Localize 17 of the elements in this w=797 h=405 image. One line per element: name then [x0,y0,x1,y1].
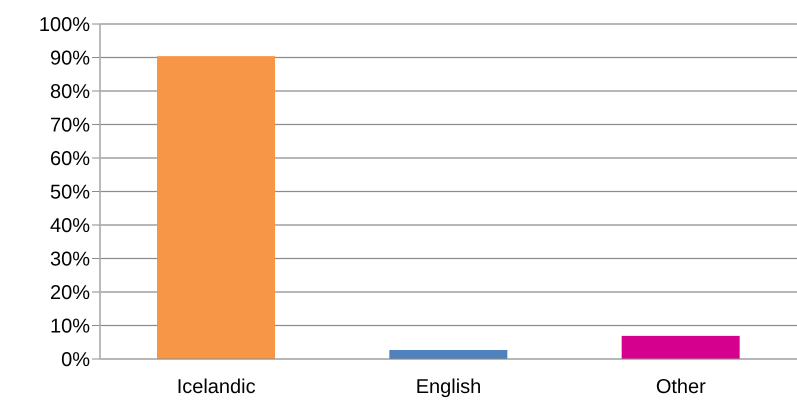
y-tick-label: 70% [50,114,90,137]
x-tick-label: Icelandic [176,376,256,398]
y-tick-label: 10% [50,316,90,338]
y-tick-label: 100% [38,14,90,36]
y-tick-label: 0% [61,349,90,372]
y-tick-label: 30% [50,248,90,271]
x-tick-label: Other [656,376,706,398]
y-tick-label: 80% [50,81,90,104]
bar [157,56,275,359]
y-tick-label: 50% [50,182,90,204]
y-tick-label: 60% [50,148,90,170]
bar [622,336,740,359]
bar [389,350,508,359]
y-tick-label: 40% [50,215,90,238]
y-tick-label: 90% [50,48,90,70]
x-tick-label: English [416,376,482,398]
y-tick-label: 20% [50,282,90,304]
